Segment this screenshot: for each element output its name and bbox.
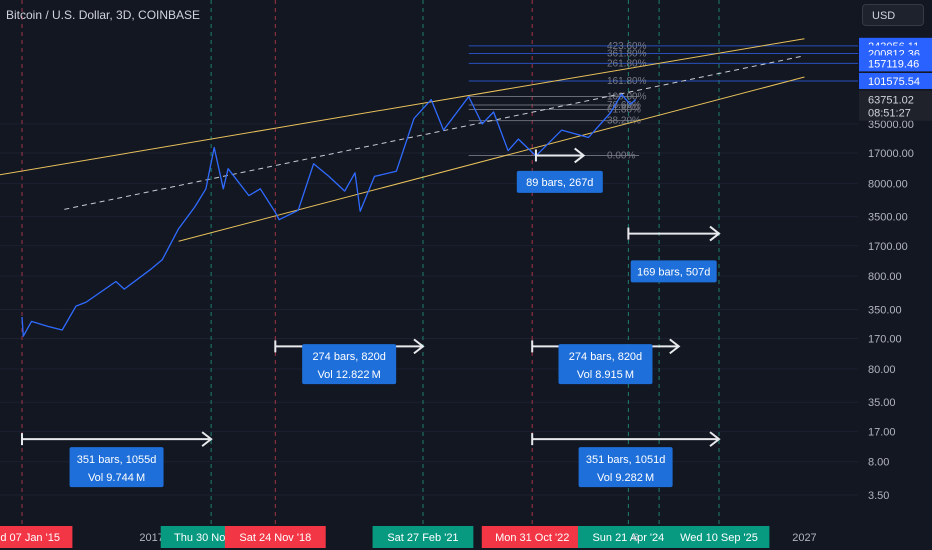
time-marker-label: Sat 27 Feb '21 <box>387 532 458 544</box>
time-marker-tag[interactable] <box>668 526 770 548</box>
channel-line-upper <box>0 38 805 176</box>
time-marker-tag[interactable] <box>372 526 474 548</box>
measure-label-text: 351 bars, 1051d <box>586 454 666 466</box>
measure-arrow-head <box>413 338 425 355</box>
measure-label-text: 351 bars, 1055d <box>77 454 157 466</box>
current-price-tag[interactable] <box>859 90 932 121</box>
price-level-value: 101575.54 <box>868 76 920 88</box>
measure-label-text: 274 bars, 820d <box>312 351 385 363</box>
current-price-value: 63751.02 <box>868 95 914 107</box>
price-tick-label: 17.00 <box>868 426 896 438</box>
measure-label-text: 89 bars, 267d <box>526 177 593 189</box>
time-tick-label: 2027 <box>792 532 816 544</box>
channel-line-lower <box>178 76 805 242</box>
measure-arrow-head <box>574 147 586 164</box>
time-marker-label: Sun 21 Apr '24 <box>592 532 664 544</box>
price-tick-label: 8.00 <box>868 457 889 469</box>
price-tick-label: 1700.00 <box>868 241 908 253</box>
bar-countdown: 08:51:27 <box>868 108 911 120</box>
fib-level-label: 361.80% <box>607 49 647 60</box>
time-marker-label: Mon 31 Oct '22 <box>495 532 569 544</box>
price-tick-label: 35.00 <box>868 397 896 409</box>
time-marker-label: Sat 24 Nov '18 <box>239 532 311 544</box>
fib-level-label: 78.60% <box>607 100 641 111</box>
fib-extension: 0.00% 38.20%61.80%78.60%100.00% 161.80% 261… <box>468 41 858 161</box>
time-marker-label: Wed 07 Jan '15 <box>0 532 60 544</box>
measure-arrow-head <box>709 225 721 242</box>
measure-label-volume: Vol 9.282 M <box>597 472 654 484</box>
price-level-tag[interactable] <box>859 55 932 72</box>
price-tick-label: 350.00 <box>868 304 902 316</box>
measure-label-volume: Vol 12.822 M <box>317 369 380 381</box>
fib-level-label: 261.80% <box>607 58 647 69</box>
time-marker-tag[interactable] <box>481 526 583 548</box>
time-marker-tag[interactable] <box>224 526 326 548</box>
price-tick-label: 800.00 <box>868 271 902 283</box>
channel-line-middle <box>64 55 805 210</box>
fib-level-label: 100.00% <box>607 92 647 103</box>
fib-level-label: 0.00% <box>607 150 635 161</box>
measure-label-volume: Vol 8.915 M <box>577 369 634 381</box>
measure-label-volume: Vol 9.744 M <box>88 472 145 484</box>
time-tick-label: 6 <box>633 532 639 544</box>
measure-label-box <box>630 260 717 283</box>
measure-arrow-head <box>709 431 721 447</box>
price-tick-label: 3500.00 <box>868 212 908 224</box>
price-series <box>21 93 637 337</box>
price-level-value: 157119.46 <box>868 58 919 70</box>
measure-label-text: 169 bars, 507d <box>637 266 710 278</box>
measure-label-text: 274 bars, 820d <box>569 351 642 363</box>
symbol-title[interactable]: Bitcoin / U.S. Dollar, 3D, COINBASE <box>6 8 201 22</box>
price-tick-label: 3.50 <box>868 490 889 502</box>
measure-label-box <box>302 344 397 385</box>
price-tick-label: 17000.00 <box>868 148 914 160</box>
time-marker-label: Wed 10 Sep '25 <box>680 532 758 544</box>
date-range-measures[interactable]: 351 bars, 1055d Vol 9.744 M 274 bars, 820d… <box>21 147 721 488</box>
regression-channel <box>0 38 805 242</box>
time-marker-tag[interactable] <box>577 526 679 548</box>
measure-label-box <box>516 170 603 193</box>
time-marker-tag[interactable] <box>0 526 73 548</box>
price-tick-label: 35000.00 <box>868 119 914 131</box>
fib-level-label: 423.60% <box>607 41 647 52</box>
currency-selector[interactable]: USD <box>862 4 924 26</box>
price-tick-label: 80.00 <box>868 364 896 376</box>
price-tick-label: 170.00 <box>868 334 902 346</box>
price-line <box>21 93 637 337</box>
price-axis[interactable]: 35000.00 17000.00 8000.00 3500.00 1700.00 800… <box>859 37 932 502</box>
measure-label-box <box>578 447 673 488</box>
measure-label-box <box>69 447 164 488</box>
measure-arrow-head <box>669 338 681 355</box>
fib-level-label: 61.80% <box>607 105 641 116</box>
fib-level-label: 161.80% <box>607 76 647 87</box>
measure-label-box <box>558 344 653 385</box>
price-tick-label: 8000.00 <box>868 178 908 190</box>
fib-level-label: 38.20% <box>607 116 641 127</box>
measure-arrow-head <box>201 431 213 447</box>
time-tick-label: 2017 <box>139 532 163 544</box>
price-level-tag[interactable] <box>859 72 932 89</box>
